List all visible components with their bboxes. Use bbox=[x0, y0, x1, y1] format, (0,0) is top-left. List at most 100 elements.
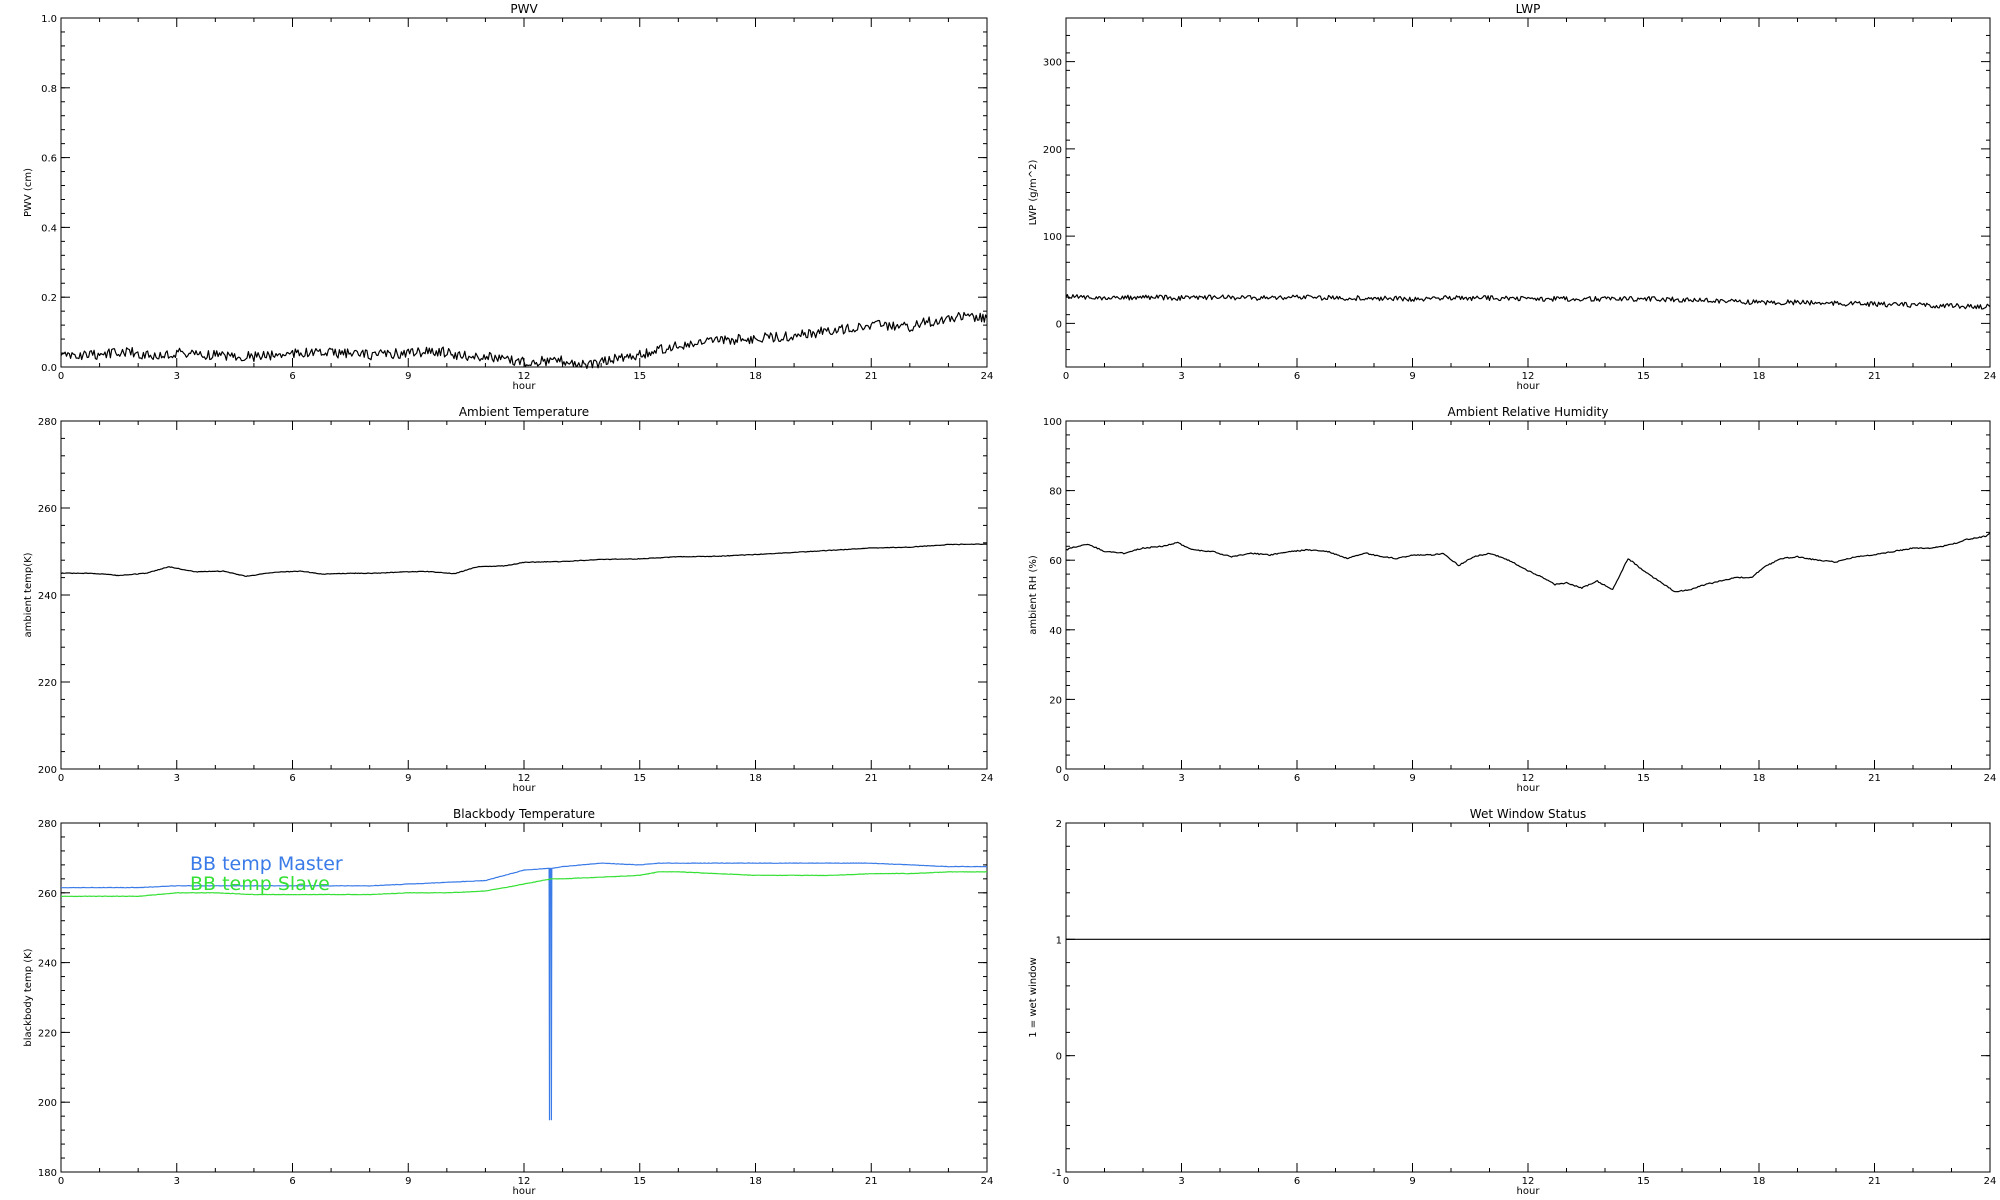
x-tick-label: 12 bbox=[1522, 773, 1535, 784]
plot-frame bbox=[1065, 17, 1991, 368]
x-tick-label: 15 bbox=[633, 773, 646, 784]
y-tick-label: 300 bbox=[1043, 58, 1062, 69]
x-tick-label: 3 bbox=[1178, 371, 1184, 382]
x-tick-label: 0 bbox=[58, 371, 64, 382]
x-axis-label: hour bbox=[1517, 783, 1541, 794]
y-tick-label: 240 bbox=[38, 591, 57, 602]
x-tick-label: 18 bbox=[749, 371, 762, 382]
y-axis-label: 1 = wet window bbox=[1028, 957, 1039, 1037]
x-tick-label: 6 bbox=[1294, 1176, 1300, 1187]
y-axis-label: ambient RH (%) bbox=[1028, 555, 1039, 635]
x-tick-label: 21 bbox=[1868, 1176, 1881, 1187]
x-axis-label: hour bbox=[1517, 1186, 1541, 1197]
plot-frame bbox=[1065, 822, 1991, 1173]
x-tick-label: 21 bbox=[1868, 371, 1881, 382]
x-tick-label: 12 bbox=[518, 1176, 531, 1187]
x-tick-label: 3 bbox=[174, 773, 180, 784]
x-tick-label: 21 bbox=[865, 773, 878, 784]
x-tick-label: 6 bbox=[289, 1176, 295, 1187]
chart-title: Wet Window Status bbox=[1470, 807, 1586, 821]
x-axis-label: hour bbox=[513, 783, 537, 794]
plot-frame bbox=[1065, 420, 1991, 770]
x-tick-label: 9 bbox=[405, 1176, 411, 1187]
x-tick-label: 18 bbox=[1753, 773, 1766, 784]
chart-title: Ambient Relative Humidity bbox=[1448, 405, 1609, 419]
y-tick-label: 260 bbox=[38, 504, 57, 515]
x-tick-label: 3 bbox=[174, 1176, 180, 1187]
y-tick-label: 200 bbox=[1043, 145, 1062, 156]
chart-title: Ambient Temperature bbox=[459, 405, 589, 419]
chart-title: LWP bbox=[1516, 2, 1541, 16]
x-tick-label: 24 bbox=[1984, 1176, 1997, 1187]
x-tick-label: 21 bbox=[865, 371, 878, 382]
y-tick-label: 220 bbox=[38, 678, 57, 689]
y-tick-label: 1.0 bbox=[41, 14, 57, 25]
x-tick-label: 6 bbox=[289, 371, 295, 382]
x-tick-label: 24 bbox=[981, 371, 994, 382]
x-tick-label: 18 bbox=[1753, 1176, 1766, 1187]
y-tick-label: 0.2 bbox=[41, 293, 57, 304]
line-series-1 bbox=[60, 543, 987, 578]
x-tick-label: 15 bbox=[633, 1176, 646, 1187]
y-tick-label: 40 bbox=[1049, 626, 1062, 637]
y-tick-label: 200 bbox=[38, 765, 57, 776]
y-tick-label: 0.6 bbox=[41, 154, 57, 165]
chart-title: Blackbody Temperature bbox=[453, 807, 595, 821]
x-tick-label: 21 bbox=[1868, 773, 1881, 784]
y-tick-label: 180 bbox=[38, 1168, 57, 1179]
plot-frame bbox=[60, 17, 988, 368]
x-tick-label: 12 bbox=[518, 371, 531, 382]
y-axis-label: blackbody temp (K) bbox=[23, 948, 34, 1046]
x-axis-label: hour bbox=[513, 1186, 537, 1197]
x-tick-label: 3 bbox=[1178, 773, 1184, 784]
x-tick-label: 15 bbox=[1637, 773, 1650, 784]
x-tick-label: 9 bbox=[1409, 371, 1415, 382]
chart-panel-5: Blackbody Temperature 0 3 6 9 12 15 18 21 24 180 20… bbox=[23, 807, 993, 1197]
x-tick-label: 15 bbox=[633, 371, 646, 382]
chart-panel-3: Ambient Temperature 0 3 6 9 12 15 18 21 24 200 220 2… bbox=[23, 405, 993, 794]
x-tick-label: 15 bbox=[1637, 1176, 1650, 1187]
x-tick-label: 0 bbox=[58, 1176, 64, 1187]
x-tick-label: 6 bbox=[1294, 773, 1300, 784]
x-tick-label: 12 bbox=[518, 773, 531, 784]
x-tick-label: 6 bbox=[1294, 371, 1300, 382]
y-tick-label: 100 bbox=[1043, 417, 1062, 428]
x-tick-label: 21 bbox=[865, 1176, 878, 1187]
x-tick-label: 24 bbox=[981, 1176, 994, 1187]
x-tick-label: 0 bbox=[58, 773, 64, 784]
x-tick-label: 18 bbox=[749, 1176, 762, 1187]
chart-panel-4: Ambient Relative Humidity 0 3 6 9 12 15 18 21 24 0… bbox=[1028, 405, 1996, 794]
y-tick-label: -1 bbox=[1052, 1168, 1062, 1179]
line-series-1 bbox=[60, 311, 988, 369]
y-tick-label: 0 bbox=[1056, 1052, 1062, 1063]
x-tick-label: 0 bbox=[1063, 371, 1069, 382]
y-tick-label: 280 bbox=[38, 819, 57, 830]
x-tick-label: 24 bbox=[1984, 773, 1997, 784]
legend-bb-temp-slave: BB temp Slave bbox=[190, 873, 330, 895]
legend-bb-temp-master: BB temp Master bbox=[190, 853, 343, 875]
x-tick-label: 24 bbox=[981, 773, 994, 784]
y-axis-label: PWV (cm) bbox=[23, 168, 34, 217]
x-tick-label: 15 bbox=[1637, 371, 1650, 382]
x-tick-label: 0 bbox=[1063, 773, 1069, 784]
chart-panel-2: LWP 0 3 6 9 12 15 18 21 24 0 100 200 300 hour LWP (g/m^… bbox=[1028, 2, 1996, 392]
y-tick-label: 240 bbox=[38, 959, 57, 970]
y-axis-label: LWP (g/m^2) bbox=[1028, 160, 1039, 226]
x-tick-label: 9 bbox=[405, 773, 411, 784]
y-tick-label: 0.4 bbox=[41, 223, 57, 234]
x-tick-label: 3 bbox=[1178, 1176, 1184, 1187]
y-tick-label: 280 bbox=[38, 417, 57, 428]
x-tick-label: 9 bbox=[1409, 1176, 1415, 1187]
x-tick-label: 12 bbox=[1522, 1176, 1535, 1187]
x-tick-label: 24 bbox=[1984, 371, 1997, 382]
x-tick-label: 18 bbox=[1753, 371, 1766, 382]
y-tick-label: 200 bbox=[38, 1098, 57, 1109]
y-tick-label: 100 bbox=[1043, 232, 1062, 243]
y-tick-label: 2 bbox=[1056, 819, 1062, 830]
y-tick-label: 60 bbox=[1049, 556, 1062, 567]
y-tick-label: 0.0 bbox=[41, 363, 57, 374]
line-series-1 bbox=[1065, 294, 1991, 310]
x-tick-label: 3 bbox=[174, 371, 180, 382]
